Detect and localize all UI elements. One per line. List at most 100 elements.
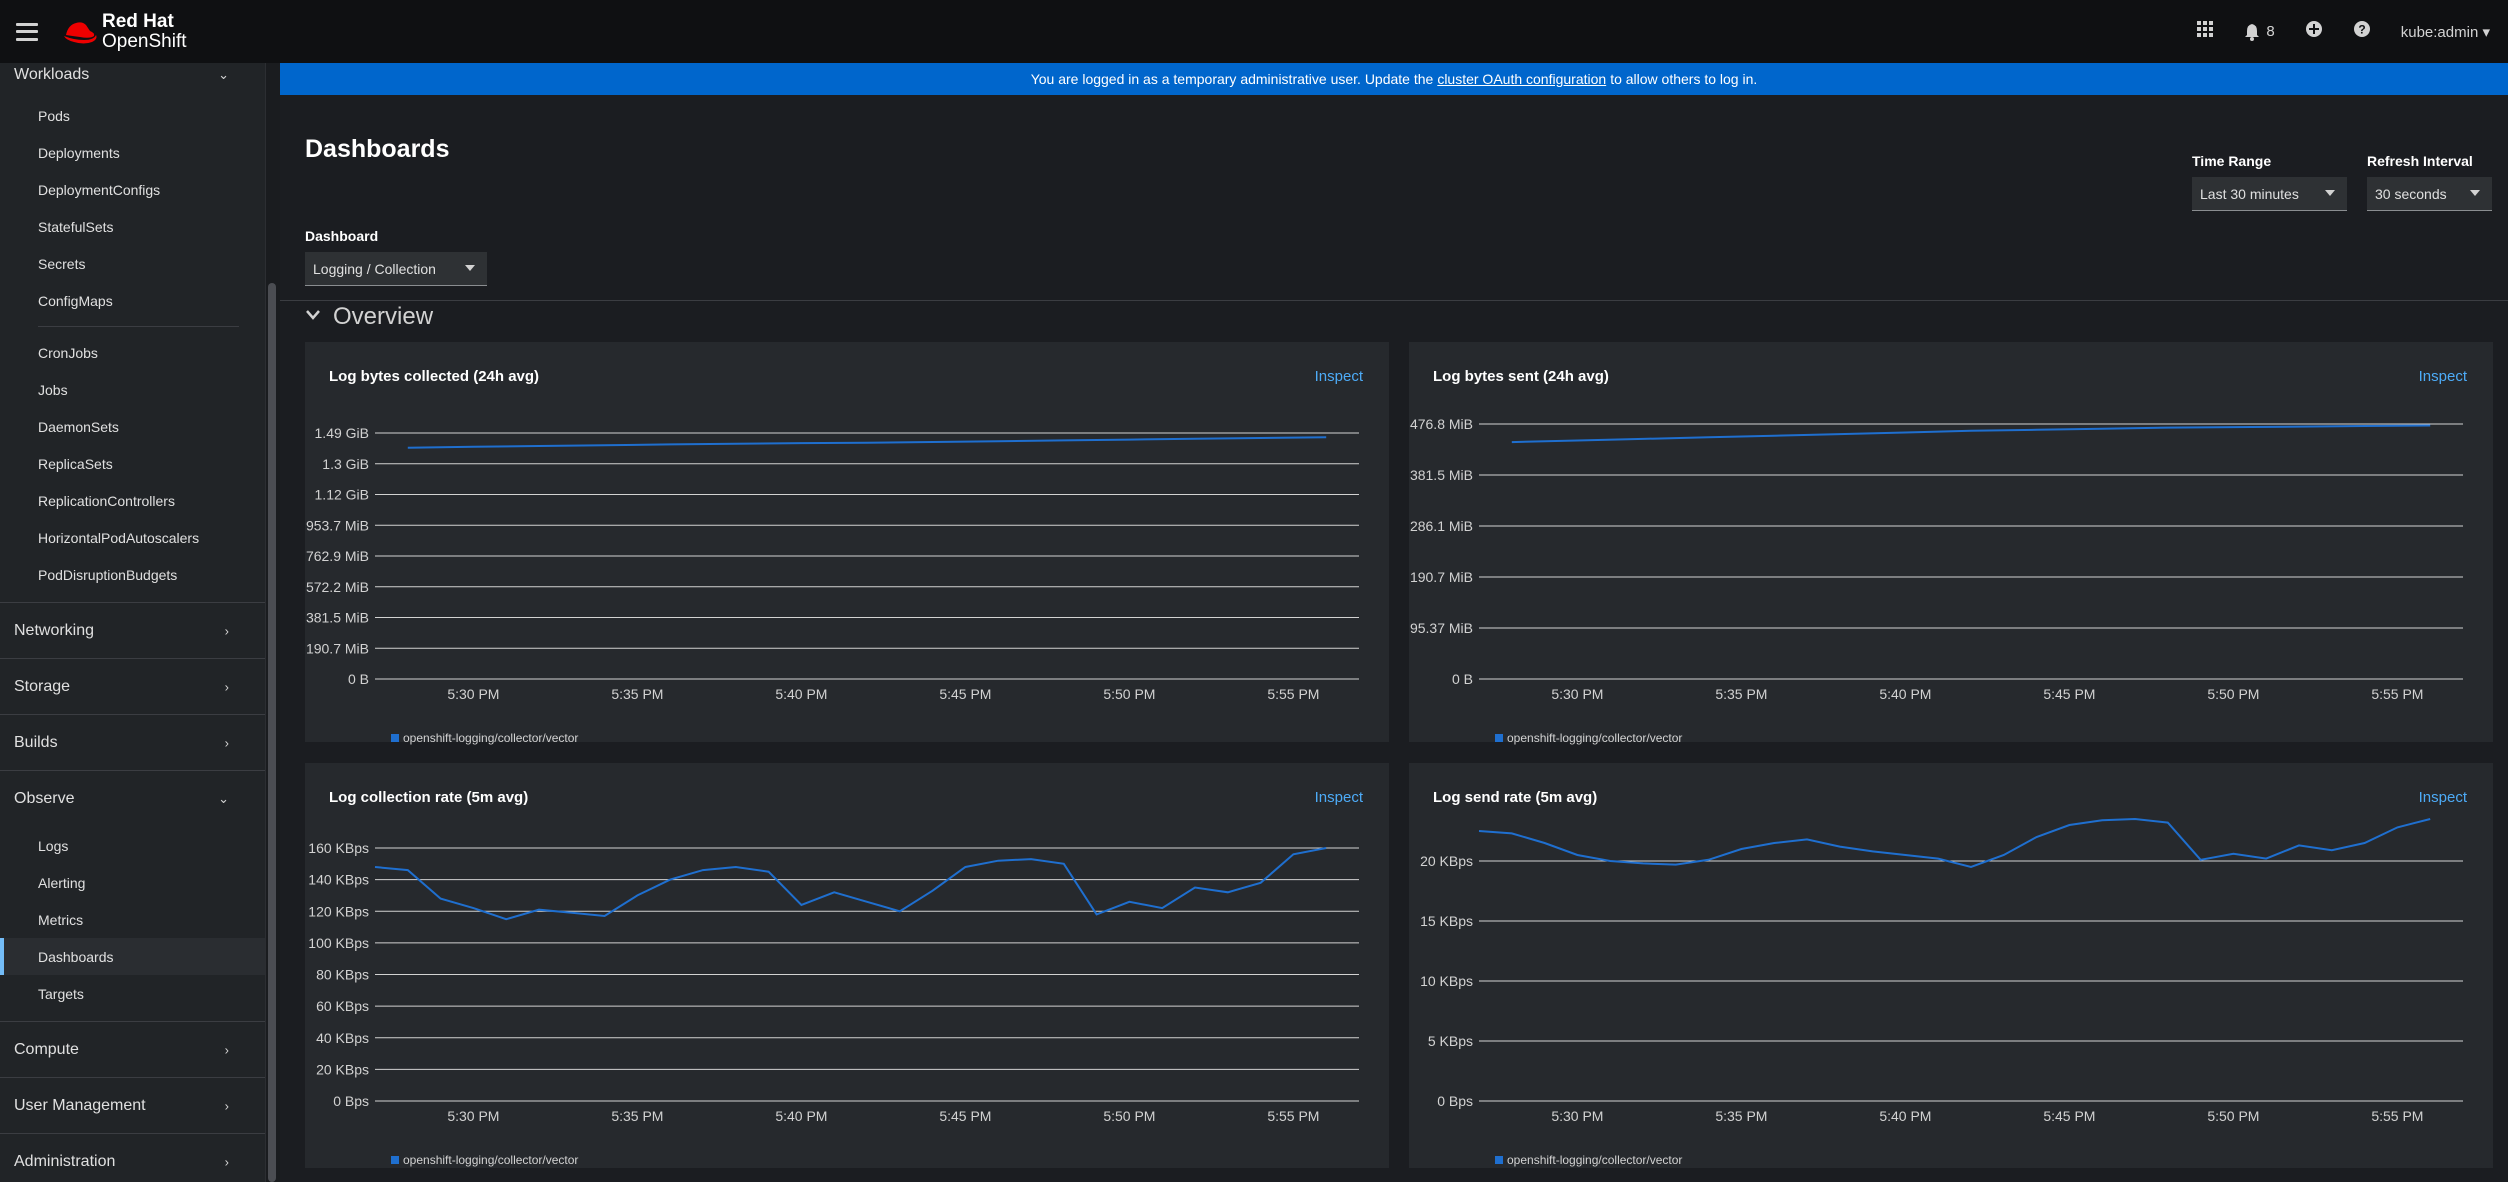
sidebar-item-jobs[interactable]: Jobs xyxy=(0,371,265,408)
chevron-right-icon: › xyxy=(224,679,229,694)
x-tick-label: 5:40 PM xyxy=(1879,686,1931,702)
sidebar-item-replicationcontrollers[interactable]: ReplicationControllers xyxy=(0,482,265,519)
y-tick-label: 140 KBps xyxy=(308,872,369,888)
x-tick-label: 5:45 PM xyxy=(939,1108,991,1124)
sidebar-item-logs[interactable]: Logs xyxy=(0,827,265,864)
x-tick-label: 5:40 PM xyxy=(775,1108,827,1124)
sidebar-item-statefulsets[interactable]: StatefulSets xyxy=(0,208,265,245)
hamburger-menu-icon[interactable] xyxy=(16,22,38,41)
inspect-link[interactable]: Inspect xyxy=(1314,368,1363,385)
sidebar-item-label: CronJobs xyxy=(38,344,98,361)
svg-text:?: ? xyxy=(2358,23,2365,37)
chart-svg: 1.49 GiB 1.3 GiB 1.12 GiB 953.7 MiB 762.9 Mi… xyxy=(306,425,1359,702)
y-tick-label: 20 KBps xyxy=(316,1061,369,1077)
overview-section-toggle[interactable]: Overview xyxy=(305,303,433,331)
quick-create-icon[interactable] xyxy=(2305,20,2323,43)
sidebar-item-alerting[interactable]: Alerting xyxy=(0,864,265,901)
dashboard-select[interactable]: Logging / Collection xyxy=(305,252,487,286)
chevron-down-icon xyxy=(305,308,321,326)
brand-logo[interactable]: Red Hat OpenShift xyxy=(62,11,187,52)
chevron-down-icon: ⌄ xyxy=(218,791,229,806)
sidebar-item-pods[interactable]: Pods xyxy=(0,97,265,134)
chart-legend[interactable]: openshift-logging/collector/vector xyxy=(1495,731,1682,745)
sidebar-item-label: ReplicationControllers xyxy=(38,492,175,509)
chart-title: Log send rate (5m avg) xyxy=(1433,789,1598,806)
chart-card-log-bytes-collected: Log bytes collected (24h avg) Inspect 1.49… xyxy=(305,342,1389,745)
nav-section-user-management[interactable]: User Management › xyxy=(0,1078,265,1134)
sidebar-item-dashboards[interactable]: Dashboards xyxy=(0,938,265,975)
series-line[interactable] xyxy=(374,847,1327,921)
nav-section-administration[interactable]: Administration › xyxy=(0,1134,265,1182)
sidebar-item-metrics[interactable]: Metrics xyxy=(0,901,265,938)
chart-legend[interactable]: openshift-logging/collector/vector xyxy=(391,1153,578,1167)
y-tick-label: 572.2 MiB xyxy=(306,579,369,595)
y-tick-label: 15 KBps xyxy=(1420,913,1473,929)
legend-swatch xyxy=(391,1156,399,1164)
sidebar-item-label: Targets xyxy=(38,985,84,1002)
caret-down-icon xyxy=(2470,190,2480,196)
sidebar-item-targets[interactable]: Targets xyxy=(0,975,265,1012)
sidebar-item-secrets[interactable]: Secrets xyxy=(0,245,265,282)
sidebar-item-label: DeploymentConfigs xyxy=(38,181,161,198)
nav-section-networking[interactable]: Networking › xyxy=(0,603,265,659)
notifications-count: 8 xyxy=(2266,23,2275,40)
sidebar-item-replicasets[interactable]: ReplicaSets xyxy=(0,445,265,482)
notifications-button[interactable]: 8 xyxy=(2244,23,2275,41)
app-launcher-icon[interactable] xyxy=(2196,20,2214,43)
caret-down-icon xyxy=(465,265,475,271)
sidebar-item-cronjobs[interactable]: CronJobs xyxy=(0,334,265,371)
sidebar-item-label: Alerting xyxy=(38,874,86,891)
sidebar-item-configmaps[interactable]: ConfigMaps xyxy=(0,282,265,319)
user-menu[interactable]: kube:admin ▾ xyxy=(2400,23,2490,41)
chart-legend[interactable]: openshift-logging/collector/vector xyxy=(1495,1153,1682,1167)
help-icon[interactable]: ? xyxy=(2353,20,2371,43)
nav-section-storage[interactable]: Storage › xyxy=(0,659,265,715)
y-tick-label: 190.7 MiB xyxy=(306,640,369,656)
nav-section-builds[interactable]: Builds › xyxy=(0,715,265,771)
x-tick-label: 5:35 PM xyxy=(1715,686,1767,702)
time-range-select[interactable]: Last 30 minutes xyxy=(2192,177,2347,211)
series-line[interactable] xyxy=(1478,817,2431,869)
nav-section-label: Workloads xyxy=(14,66,90,83)
legend-label: openshift-logging/collector/vector xyxy=(1507,731,1683,745)
nav-section-compute[interactable]: Compute › xyxy=(0,1022,265,1078)
inspect-link[interactable]: Inspect xyxy=(2418,789,2467,806)
nav-section-observe[interactable]: Observe ⌄ xyxy=(0,771,265,827)
bell-icon xyxy=(2245,23,2260,41)
sidebar-scrollbar-thumb[interactable] xyxy=(268,283,276,1182)
inspect-link[interactable]: Inspect xyxy=(1314,789,1363,806)
inspect-link[interactable]: Inspect xyxy=(2418,368,2467,385)
chart-title: Log collection rate (5m avg) xyxy=(329,789,529,806)
x-tick-label: 5:50 PM xyxy=(2207,1108,2259,1124)
x-tick-label: 5:45 PM xyxy=(939,686,991,702)
nav-section-label: Administration xyxy=(14,1152,116,1170)
chevron-right-icon: › xyxy=(224,623,229,638)
banner-suffix: to allow others to log in. xyxy=(1610,71,1758,87)
y-tick-label: 10 KBps xyxy=(1420,973,1473,989)
series-line[interactable] xyxy=(1511,424,2431,444)
sidebar-item-daemonsets[interactable]: DaemonSets xyxy=(0,408,265,445)
sidebar-item-poddisruptionbudgets[interactable]: PodDisruptionBudgets xyxy=(0,556,265,593)
chart-card-log-bytes-sent: Log bytes sent (24h avg) Inspect 476.8 MiB… xyxy=(1409,342,2493,745)
sidebar-item-label: Metrics xyxy=(38,911,84,928)
chevron-down-icon: ⌄ xyxy=(218,67,229,82)
x-tick-label: 5:40 PM xyxy=(1879,1108,1931,1124)
overview-title: Overview xyxy=(333,303,434,330)
nav-section-label: Observe xyxy=(14,790,75,807)
y-tick-label: 1.12 GiB xyxy=(315,487,369,503)
refresh-interval-select[interactable]: 30 seconds xyxy=(2367,177,2492,211)
nav-section-workloads[interactable]: Workloads ⌄ xyxy=(0,63,265,87)
page-header: Dashboards Dashboard Logging / Collectio… xyxy=(280,95,2508,301)
sidebar-item-deploymentconfigs[interactable]: DeploymentConfigs xyxy=(0,171,265,208)
time-range-select-value: Last 30 minutes xyxy=(2200,185,2299,202)
chart-legend[interactable]: openshift-logging/collector/vector xyxy=(391,731,578,745)
chart-svg: 476.8 MiB 381.5 MiB 286.1 MiB 190.7 MiB 95.3… xyxy=(1410,416,2463,702)
x-tick-label: 5:45 PM xyxy=(2043,1108,2095,1124)
sidebar-item-label: Deployments xyxy=(38,144,120,161)
series-line[interactable] xyxy=(407,436,1327,449)
sidebar-item-horizontalpodautoscalers[interactable]: HorizontalPodAutoscalers xyxy=(0,519,265,556)
cluster-oauth-link[interactable]: cluster OAuth configuration xyxy=(1437,71,1607,87)
legend-label: openshift-logging/collector/vector xyxy=(403,1153,579,1167)
sidebar-item-deployments[interactable]: Deployments xyxy=(0,134,265,171)
x-tick-label: 5:50 PM xyxy=(2207,686,2259,702)
